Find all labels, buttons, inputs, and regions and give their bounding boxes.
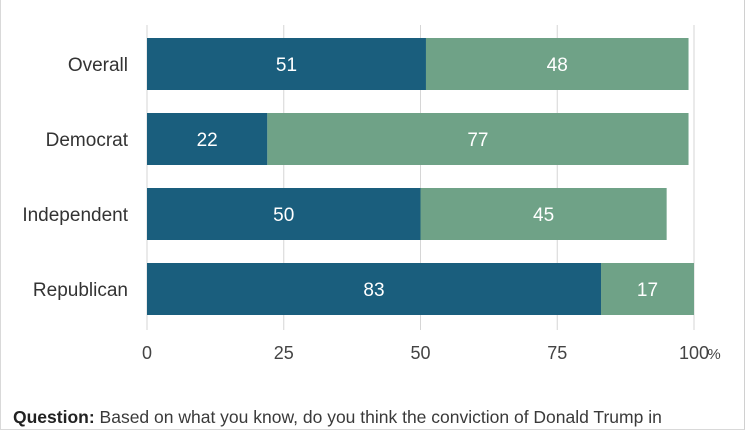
x-unit-label: %	[707, 346, 720, 363]
x-tick-label: 75	[547, 343, 567, 363]
category-label: Overall	[68, 55, 128, 76]
data-label: 83	[363, 280, 384, 301]
data-label: 51	[276, 55, 297, 76]
data-label: 17	[637, 280, 658, 301]
x-tick-label: 100	[679, 343, 709, 363]
bars: 51 48 22 77 50 45 83 17	[147, 38, 694, 315]
question-label: Question:	[13, 407, 95, 427]
x-tick-label: 25	[274, 343, 294, 363]
bar-segment	[147, 188, 421, 240]
data-label: 22	[197, 130, 218, 151]
bar-segment	[420, 188, 667, 240]
category-label: Republican	[33, 280, 128, 301]
bar-segment	[601, 263, 694, 315]
data-label: 48	[547, 55, 568, 76]
data-label: 45	[533, 205, 554, 226]
bar-segment	[267, 113, 689, 165]
category-label: Independent	[22, 205, 128, 226]
x-tick-label: 0	[142, 343, 152, 363]
bar-segment	[425, 38, 689, 90]
question-body: Based on what you know, do you think the…	[94, 407, 662, 427]
question-text: Question: Based on what you know, do you…	[13, 405, 743, 429]
bar-segment	[147, 113, 268, 165]
data-label: 50	[273, 205, 294, 226]
bar-segment	[147, 38, 426, 90]
category-labels: Overall Democrat Independent Republican	[22, 55, 128, 301]
bar-segment	[147, 263, 602, 315]
category-label: Democrat	[46, 130, 129, 151]
x-tick-labels: 0 25 50 75 100%	[142, 343, 721, 363]
data-label: 77	[467, 130, 488, 151]
x-tick-label: 50	[410, 343, 430, 363]
